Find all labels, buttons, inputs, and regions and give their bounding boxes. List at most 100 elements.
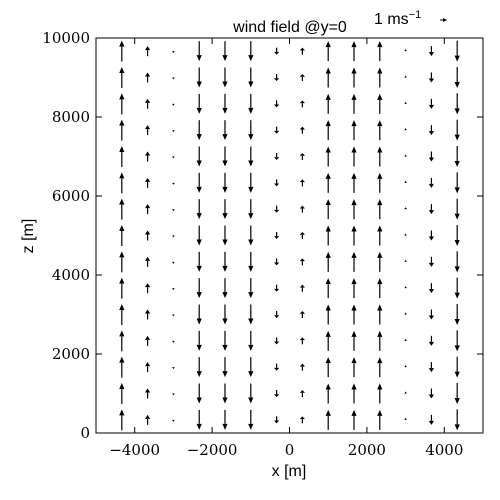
wind-arrow <box>119 67 125 88</box>
wind-arrow <box>144 230 151 241</box>
wind-arrow <box>299 74 305 81</box>
wind-arrow <box>351 251 357 272</box>
wind-arrow <box>454 172 460 194</box>
wind-arrow <box>404 417 407 420</box>
wind-arrow <box>299 363 305 371</box>
wind-arrow <box>428 362 435 373</box>
wind-arrow <box>428 309 435 320</box>
wind-arrow <box>248 251 254 272</box>
wind-arrow <box>248 172 254 193</box>
wind-arrow <box>351 225 357 246</box>
wind-arrow <box>351 304 357 325</box>
wind-arrow <box>274 126 280 134</box>
y-axis-ticks: 0 2000 4000 6000 8000 10000 <box>42 29 483 442</box>
wind-arrow <box>274 47 280 55</box>
wind-arrow <box>299 232 305 239</box>
wind-arrow <box>274 74 280 81</box>
wind-arrow <box>248 199 254 220</box>
x-axis-ticks: −4000 −2000 0 2000 4000 <box>109 38 463 459</box>
wind-arrow <box>274 232 280 239</box>
wind-arrow <box>351 330 357 351</box>
wind-arrow <box>377 278 383 299</box>
wind-arrow <box>196 225 202 246</box>
wind-arrow <box>222 357 228 378</box>
wind-arrow <box>454 304 460 325</box>
wind-arrow <box>454 383 460 404</box>
wind-arrow <box>172 103 175 106</box>
wind-arrow <box>454 409 460 431</box>
wind-arrow <box>248 67 254 88</box>
wind-arrow <box>172 156 175 159</box>
wind-arrow <box>404 49 407 52</box>
wind-arrow <box>144 414 151 425</box>
wind-arrow <box>172 77 175 80</box>
wind-arrow <box>454 356 460 378</box>
wind-arrow <box>222 41 228 62</box>
wind-arrow <box>119 225 125 246</box>
wind-arrow <box>299 126 305 134</box>
wind-arrow <box>248 304 254 325</box>
wind-arrow <box>299 390 305 397</box>
wind-arrow <box>454 225 460 246</box>
wind-arrow <box>351 172 357 193</box>
wind-arrow <box>428 256 435 267</box>
wind-arrow <box>428 46 435 57</box>
wind-arrow <box>248 41 254 62</box>
wind-arrow <box>196 120 202 141</box>
wind-arrow <box>172 367 175 370</box>
wind-arrow <box>274 153 280 160</box>
wind-arrow <box>222 172 228 193</box>
wind-arrow <box>196 304 202 325</box>
wind-arrow <box>325 199 331 220</box>
wind-arrow <box>172 235 175 238</box>
wind-arrow <box>428 151 435 162</box>
wind-arrow <box>222 251 228 272</box>
y-axis-label: z [m] <box>20 219 37 254</box>
wind-arrow <box>299 153 305 160</box>
wind-arrow <box>377 120 383 141</box>
wind-arrow <box>325 304 331 325</box>
wind-arrow <box>377 330 383 351</box>
wind-arrow <box>454 330 460 352</box>
wind-arrow <box>172 209 175 212</box>
wind-arrow <box>351 146 357 167</box>
wind-arrow <box>325 93 331 114</box>
wind-arrow <box>248 330 254 351</box>
wind-arrow <box>377 172 383 193</box>
x-axis-label: x [m] <box>272 463 307 480</box>
wind-arrow <box>248 357 254 378</box>
wind-arrow <box>274 337 280 345</box>
wind-arrow <box>299 179 305 187</box>
wind-arrow <box>119 251 125 273</box>
wind-arrow <box>351 41 357 62</box>
wind-arrow <box>377 357 383 378</box>
wind-arrow <box>377 199 383 220</box>
wind-arrow <box>196 172 202 193</box>
wind-arrow <box>248 120 254 141</box>
wind-arrow <box>172 340 175 343</box>
wind-arrow <box>274 416 280 424</box>
wind-arrow <box>222 120 228 141</box>
wind-arrow <box>144 256 151 267</box>
wind-arrow <box>404 391 407 394</box>
wind-arrow <box>172 314 175 317</box>
wind-arrow <box>196 199 202 220</box>
wind-arrow <box>172 393 175 396</box>
wind-arrow <box>351 67 357 88</box>
wind-arrow <box>222 304 228 325</box>
wind-arrow <box>144 204 151 215</box>
wind-arrow <box>377 383 383 404</box>
x-tick-label: −4000 <box>109 441 160 459</box>
wind-arrow <box>222 199 228 220</box>
wind-arrow <box>299 47 305 55</box>
wind-arrow <box>172 130 175 133</box>
wind-arrow <box>119 409 125 431</box>
wind-arrow <box>325 409 331 430</box>
wind-arrow <box>144 283 151 294</box>
wind-arrows <box>119 40 460 431</box>
wind-arrow <box>119 119 125 141</box>
wind-arrow <box>428 177 435 188</box>
wind-arrow <box>222 278 228 299</box>
wind-arrow <box>454 277 460 299</box>
wind-arrow <box>144 177 151 188</box>
